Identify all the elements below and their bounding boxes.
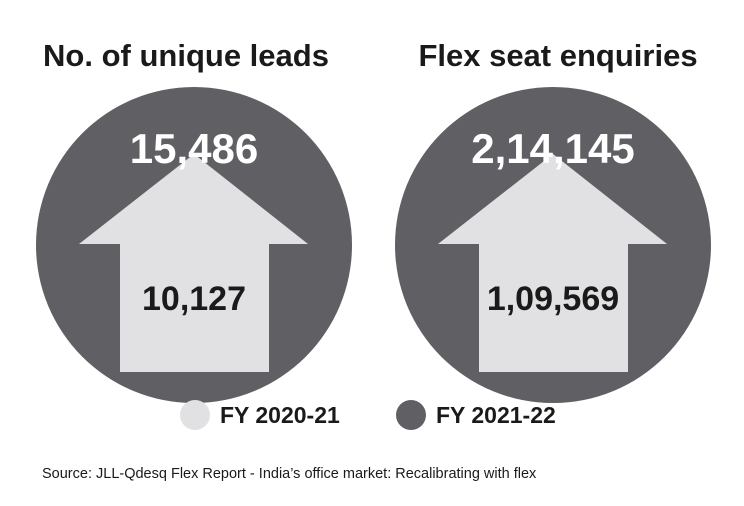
- legend-swatch-fy2021-22: [396, 400, 426, 430]
- fy2020-21-value-label: 1,09,569: [487, 280, 619, 318]
- legend-label: FY 2020-21: [220, 401, 340, 428]
- legend-item-fy2020-21: FY 2020-21: [180, 395, 340, 435]
- fy2020-21-value-label: 10,127: [142, 280, 246, 318]
- chart-panel-unique-leads: No. of unique leads 15,486 10,127: [0, 0, 372, 403]
- legend-label: FY 2021-22: [436, 401, 556, 428]
- growth-arrow: [438, 154, 667, 372]
- chart-title: Flex seat enquiries: [418, 38, 698, 73]
- growth-badge-unique-leads: 15,486 10,127: [36, 87, 352, 403]
- growth-arrow: [79, 154, 308, 372]
- fy2021-22-value-label: 15,486: [130, 125, 258, 172]
- legend-swatch-fy2020-21: [180, 400, 210, 430]
- source-note: Source: JLL-Qdesq Flex Report - India’s …: [42, 466, 537, 482]
- fy2021-22-value-label: 2,14,145: [471, 125, 635, 172]
- growth-badge-flex-seat-enquiries: 2,14,145 1,09,569: [395, 87, 711, 403]
- chart-panel-flex-seat-enquiries: Flex seat enquiries 2,14,145 1,09,569: [372, 0, 744, 403]
- legend-item-fy2021-22: FY 2021-22: [396, 395, 556, 435]
- legend: FY 2020-21 FY 2021-22: [0, 395, 744, 435]
- chart-title: No. of unique leads: [43, 38, 329, 73]
